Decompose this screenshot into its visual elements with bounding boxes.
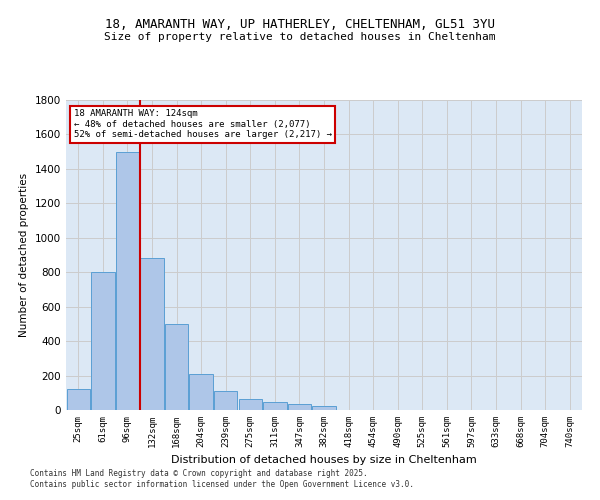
Bar <box>165 324 188 410</box>
Bar <box>214 391 238 410</box>
Text: Size of property relative to detached houses in Cheltenham: Size of property relative to detached ho… <box>104 32 496 42</box>
Bar <box>91 272 115 410</box>
Bar <box>239 399 262 410</box>
Bar <box>67 390 90 410</box>
X-axis label: Distribution of detached houses by size in Cheltenham: Distribution of detached houses by size … <box>171 456 477 466</box>
Bar <box>263 402 287 410</box>
Bar <box>288 404 311 410</box>
Bar <box>190 374 213 410</box>
Y-axis label: Number of detached properties: Number of detached properties <box>19 173 29 337</box>
Text: Contains HM Land Registry data © Crown copyright and database right 2025.: Contains HM Land Registry data © Crown c… <box>30 468 368 477</box>
Bar <box>313 406 335 410</box>
Text: Contains public sector information licensed under the Open Government Licence v3: Contains public sector information licen… <box>30 480 414 489</box>
Text: 18 AMARANTH WAY: 124sqm
← 48% of detached houses are smaller (2,077)
52% of semi: 18 AMARANTH WAY: 124sqm ← 48% of detache… <box>74 110 332 139</box>
Bar <box>140 258 164 410</box>
Text: 18, AMARANTH WAY, UP HATHERLEY, CHELTENHAM, GL51 3YU: 18, AMARANTH WAY, UP HATHERLEY, CHELTENH… <box>105 18 495 30</box>
Bar <box>116 152 139 410</box>
